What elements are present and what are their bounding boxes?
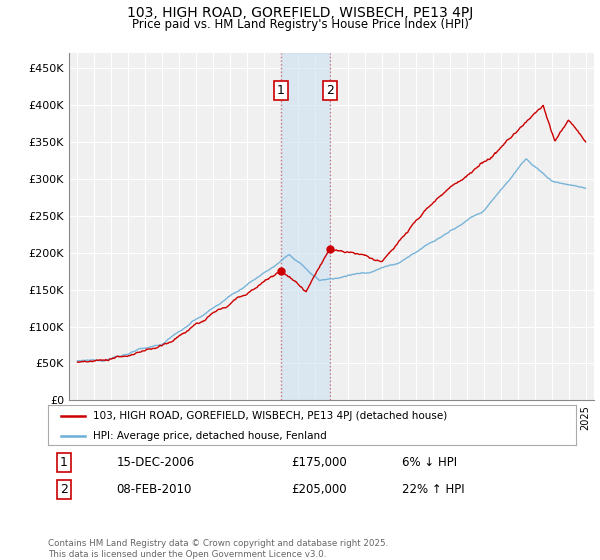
Bar xyxy=(281,53,330,400)
Text: £175,000: £175,000 xyxy=(291,456,347,469)
Text: £205,000: £205,000 xyxy=(291,483,347,496)
Text: 1: 1 xyxy=(60,456,68,469)
Text: 2: 2 xyxy=(60,483,68,496)
Text: HPI: Average price, detached house, Fenland: HPI: Average price, detached house, Fenl… xyxy=(93,431,326,441)
Text: 15-DEC-2006: 15-DEC-2006 xyxy=(116,456,195,469)
Text: 22% ↑ HPI: 22% ↑ HPI xyxy=(402,483,464,496)
Text: 6% ↓ HPI: 6% ↓ HPI xyxy=(402,456,457,469)
Text: 1: 1 xyxy=(277,83,284,97)
Text: 2: 2 xyxy=(326,83,334,97)
Text: 103, HIGH ROAD, GOREFIELD, WISBECH, PE13 4PJ: 103, HIGH ROAD, GOREFIELD, WISBECH, PE13… xyxy=(127,6,473,20)
Text: 103, HIGH ROAD, GOREFIELD, WISBECH, PE13 4PJ (detached house): 103, HIGH ROAD, GOREFIELD, WISBECH, PE13… xyxy=(93,411,447,421)
Text: Price paid vs. HM Land Registry's House Price Index (HPI): Price paid vs. HM Land Registry's House … xyxy=(131,18,469,31)
Text: Contains HM Land Registry data © Crown copyright and database right 2025.
This d: Contains HM Land Registry data © Crown c… xyxy=(48,539,388,559)
Text: 08-FEB-2010: 08-FEB-2010 xyxy=(116,483,192,496)
